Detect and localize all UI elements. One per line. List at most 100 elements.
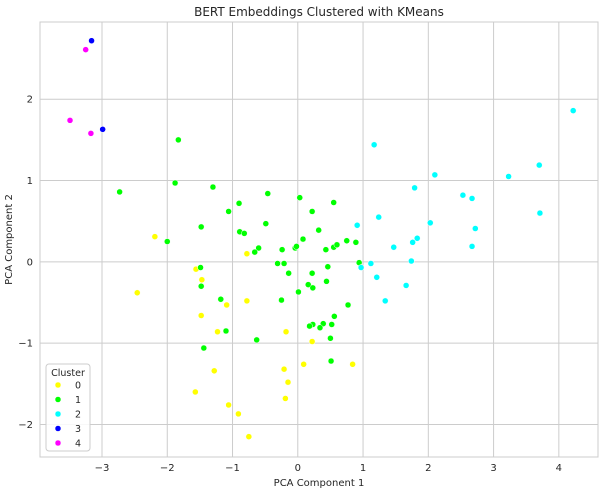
cluster-1-point bbox=[209, 183, 217, 191]
cluster-1-point bbox=[274, 260, 281, 267]
cluster-1-point bbox=[323, 278, 330, 285]
cluster-2-point bbox=[468, 243, 476, 250]
grid-lines bbox=[40, 22, 598, 457]
cluster-1-point bbox=[352, 239, 360, 246]
cluster-2-point bbox=[459, 191, 467, 199]
cluster-1-point bbox=[306, 322, 313, 330]
x-tick-label: 2 bbox=[425, 463, 431, 474]
cluster-2-point bbox=[427, 219, 434, 227]
cluster-2-point bbox=[367, 260, 375, 267]
legend-title: Cluster bbox=[51, 368, 85, 379]
cluster-0-point bbox=[151, 233, 159, 240]
legend-label: 3 bbox=[75, 424, 81, 435]
x-tick-label: 1 bbox=[360, 463, 366, 474]
cluster-2-point bbox=[370, 141, 378, 149]
cluster-1-point bbox=[327, 357, 335, 365]
cluster-0-point bbox=[211, 367, 218, 375]
cluster-1-point bbox=[251, 248, 258, 256]
cluster-3-point bbox=[99, 126, 106, 133]
cluster-0-point bbox=[192, 388, 199, 396]
chart-title: BERT Embeddings Clustered with KMeans bbox=[194, 5, 444, 19]
cluster-1-point bbox=[225, 208, 232, 215]
cluster-1-point bbox=[296, 194, 303, 201]
legend-marker bbox=[54, 396, 62, 403]
cluster-1-point bbox=[315, 226, 322, 234]
cluster-1-point bbox=[217, 296, 225, 303]
cluster-0-point bbox=[225, 401, 232, 409]
x-tick-label: 3 bbox=[490, 463, 496, 474]
cluster-0-point bbox=[284, 378, 292, 386]
y-tick-label: −1 bbox=[18, 339, 33, 350]
x-tick-label: 4 bbox=[556, 463, 562, 474]
y-tick-label: −2 bbox=[18, 420, 33, 431]
cluster-1-point bbox=[299, 235, 307, 243]
cluster-1-point bbox=[331, 313, 338, 320]
cluster-1-point bbox=[309, 284, 317, 292]
cluster-0-point bbox=[308, 338, 316, 345]
cluster-2-point bbox=[373, 274, 381, 281]
cluster-0-point bbox=[280, 365, 288, 373]
cluster-2-point bbox=[375, 213, 382, 221]
cluster-1-point bbox=[255, 244, 262, 252]
legend-marker bbox=[54, 381, 62, 389]
cluster-0-point bbox=[214, 328, 221, 336]
cluster-1-point bbox=[343, 237, 350, 244]
cluster-1-point bbox=[241, 230, 248, 237]
cluster-0-point bbox=[235, 410, 242, 418]
cluster-2-point bbox=[431, 171, 439, 179]
cluster-1-point bbox=[253, 336, 260, 344]
cluster-0-point bbox=[243, 297, 251, 305]
cluster-1-point bbox=[278, 296, 285, 304]
cluster-1-point bbox=[278, 246, 286, 253]
x-tick-label: 0 bbox=[295, 463, 301, 474]
cluster-2-point bbox=[381, 297, 389, 305]
cluster-1-point bbox=[197, 264, 204, 271]
cluster-0-point bbox=[133, 289, 141, 297]
cluster-2-point bbox=[468, 195, 476, 202]
cluster-1-point bbox=[285, 269, 292, 277]
cluster-1-point bbox=[327, 335, 334, 342]
cluster-2-point bbox=[472, 225, 479, 232]
legend-marker bbox=[54, 425, 62, 432]
y-tick-label: 1 bbox=[27, 176, 33, 187]
cluster-2-point bbox=[402, 282, 410, 289]
cluster-1-point bbox=[197, 283, 205, 290]
cluster-0-point bbox=[300, 361, 307, 368]
legend-label: 4 bbox=[75, 439, 81, 450]
cluster-1-point bbox=[222, 327, 230, 335]
cluster-2-point bbox=[390, 243, 397, 251]
cluster-4-point bbox=[66, 117, 74, 124]
cluster-2-point bbox=[408, 257, 415, 265]
cluster-2-point bbox=[357, 264, 365, 271]
x-tick-label: −1 bbox=[225, 463, 240, 474]
cluster-2-point bbox=[413, 235, 421, 242]
cluster-0-point bbox=[282, 328, 290, 336]
cluster-1-point bbox=[316, 324, 324, 331]
x-tick-label: −2 bbox=[160, 463, 175, 474]
cluster-1-point bbox=[308, 208, 316, 215]
cluster-2-point bbox=[536, 161, 543, 169]
cluster-1-point bbox=[197, 223, 205, 231]
cluster-2-point bbox=[536, 209, 544, 217]
cluster-0-point bbox=[243, 250, 251, 257]
cluster-3-point bbox=[88, 37, 95, 44]
cluster-2-point bbox=[409, 239, 416, 246]
cluster-1-point bbox=[293, 243, 300, 250]
cluster-1-point bbox=[308, 269, 316, 277]
cluster-1-point bbox=[171, 179, 179, 187]
cluster-1-point bbox=[333, 241, 341, 249]
cluster-0-point bbox=[197, 312, 205, 319]
y-axis-label: PCA Component 2 bbox=[4, 194, 15, 285]
cluster-0-point bbox=[282, 395, 289, 402]
legend-label: 2 bbox=[75, 410, 81, 421]
cluster-0-point bbox=[223, 301, 230, 309]
cluster-2-point bbox=[353, 222, 361, 229]
cluster-1-point bbox=[264, 190, 272, 197]
cluster-2-point bbox=[505, 173, 512, 180]
cluster-2-point bbox=[411, 184, 418, 192]
cluster-1-point bbox=[322, 246, 330, 253]
legend-items: 0 1 2 3 4 bbox=[54, 381, 81, 450]
cluster-1-point bbox=[116, 188, 123, 196]
